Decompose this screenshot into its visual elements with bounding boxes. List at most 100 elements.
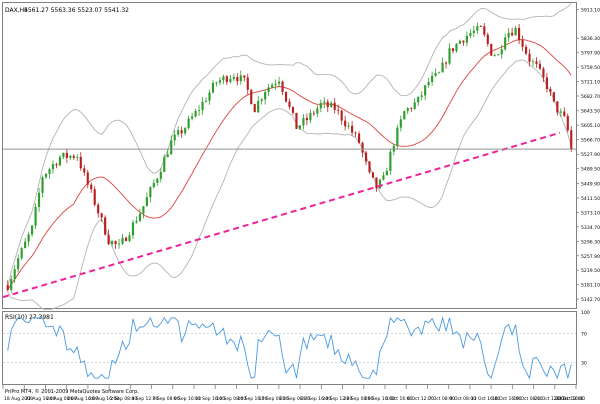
candle: [559, 108, 562, 118]
rsi-tick-label: 30: [581, 360, 587, 366]
candle: [469, 29, 472, 38]
candle: [37, 187, 41, 212]
candle: [511, 27, 514, 37]
price-tick-label: 5566.70: [581, 138, 600, 144]
price-tick-label: 5489.50: [581, 167, 600, 173]
candle: [524, 44, 528, 56]
candle: [333, 98, 336, 114]
candle: [194, 108, 197, 118]
candle: [549, 86, 552, 97]
candle: [444, 61, 448, 69]
candle: [177, 126, 180, 137]
candle: [13, 265, 16, 284]
candle: [236, 72, 239, 86]
time-tick-label: 18 Aug 2009: [4, 396, 33, 402]
trendline-path: [2, 131, 561, 299]
candle: [83, 164, 86, 176]
candle: [368, 160, 371, 174]
candle: [114, 240, 117, 249]
price-tick-label: 5142.70: [581, 297, 600, 303]
candle: [76, 154, 79, 162]
price-axis: 5913.10 5836.30 5797.90 5759.50 5721.10 5682.…: [576, 7, 600, 303]
candle: [344, 115, 347, 131]
candle: [58, 154, 61, 167]
candle: [462, 40, 465, 46]
candle: [556, 101, 559, 116]
dashed-trendline: [2, 131, 561, 299]
candle: [403, 110, 406, 120]
time-tick-label: 7 Sep 08:00: [153, 396, 180, 402]
candle: [382, 171, 385, 181]
candle: [170, 135, 173, 155]
moving-average-line: [7, 39, 572, 291]
price-tick-label: 5643.50: [581, 109, 600, 115]
rsi-levels: [3, 333, 576, 363]
candle: [364, 150, 368, 166]
candle: [479, 25, 482, 27]
candle: [291, 106, 295, 116]
candle: [201, 97, 204, 115]
candle: [239, 70, 242, 85]
candle: [166, 149, 169, 158]
candle: [483, 22, 486, 37]
candle: [493, 53, 496, 57]
rsi-axis: 100 70 30: [581, 310, 590, 366]
candle: [424, 84, 427, 101]
candle: [97, 202, 100, 218]
time-tick-label: 2 Sep 08:00: [110, 396, 137, 402]
candle: [538, 60, 542, 71]
candle: [309, 109, 312, 124]
time-tick-label: 7 Oct 08:00: [428, 396, 455, 402]
candle: [271, 82, 274, 88]
candle: [20, 246, 23, 261]
time-tick-label: 9 Oct 08:00: [450, 396, 477, 402]
candle: [6, 280, 9, 292]
time-tick-label: 1 Oct 16:00: [386, 396, 413, 402]
candle: [490, 43, 493, 57]
time-tick-label: 16 Oct 16:00: [492, 396, 521, 402]
candle: [347, 122, 350, 130]
candle: [264, 89, 267, 105]
candle: [69, 155, 72, 161]
candle: [378, 178, 382, 190]
candle: [357, 131, 361, 144]
candle: [34, 203, 37, 230]
time-tick-label: 19 Oct 08:00: [513, 396, 542, 402]
candle: [218, 77, 222, 86]
candle: [486, 32, 489, 47]
time-tick-label: 21 Oct 12:00: [535, 396, 564, 402]
time-tick-label: 16 Sep 16:00: [237, 396, 267, 402]
candle: [441, 57, 444, 73]
candle: [86, 169, 89, 189]
upper-band: [7, 3, 572, 288]
price-tick-label: 5759.50: [581, 65, 600, 71]
candle: [406, 106, 409, 115]
candle: [229, 75, 232, 84]
candle: [135, 216, 138, 224]
time-tick-label: 21 Sep 08:00: [280, 396, 310, 402]
candle: [267, 83, 270, 97]
candle: [55, 162, 58, 169]
candle: [31, 224, 34, 238]
candle: [121, 233, 124, 246]
rsi-panel-frame: [2, 311, 577, 385]
candle: [152, 179, 155, 189]
candle: [410, 106, 413, 113]
time-tick-label: 29 Sep 16:00: [365, 396, 395, 402]
candle: [448, 43, 451, 66]
candle: [427, 77, 430, 88]
copyright-notice: PriPro MT4, © 2001-2009 MetaQuotes Softw…: [5, 388, 139, 395]
candle: [191, 112, 194, 121]
candle: [260, 98, 263, 105]
candle: [319, 99, 322, 113]
price-tick-label: 5797.90: [581, 51, 600, 57]
candle: [323, 97, 326, 109]
candle: [545, 72, 548, 93]
candle: [257, 96, 260, 114]
time-tick-label: 28 Oct 12:00: [554, 396, 583, 402]
candle: [476, 22, 479, 34]
candle: [330, 100, 333, 108]
candle: [326, 99, 329, 113]
time-tick-label: 22 Sep 16:00: [301, 396, 331, 402]
